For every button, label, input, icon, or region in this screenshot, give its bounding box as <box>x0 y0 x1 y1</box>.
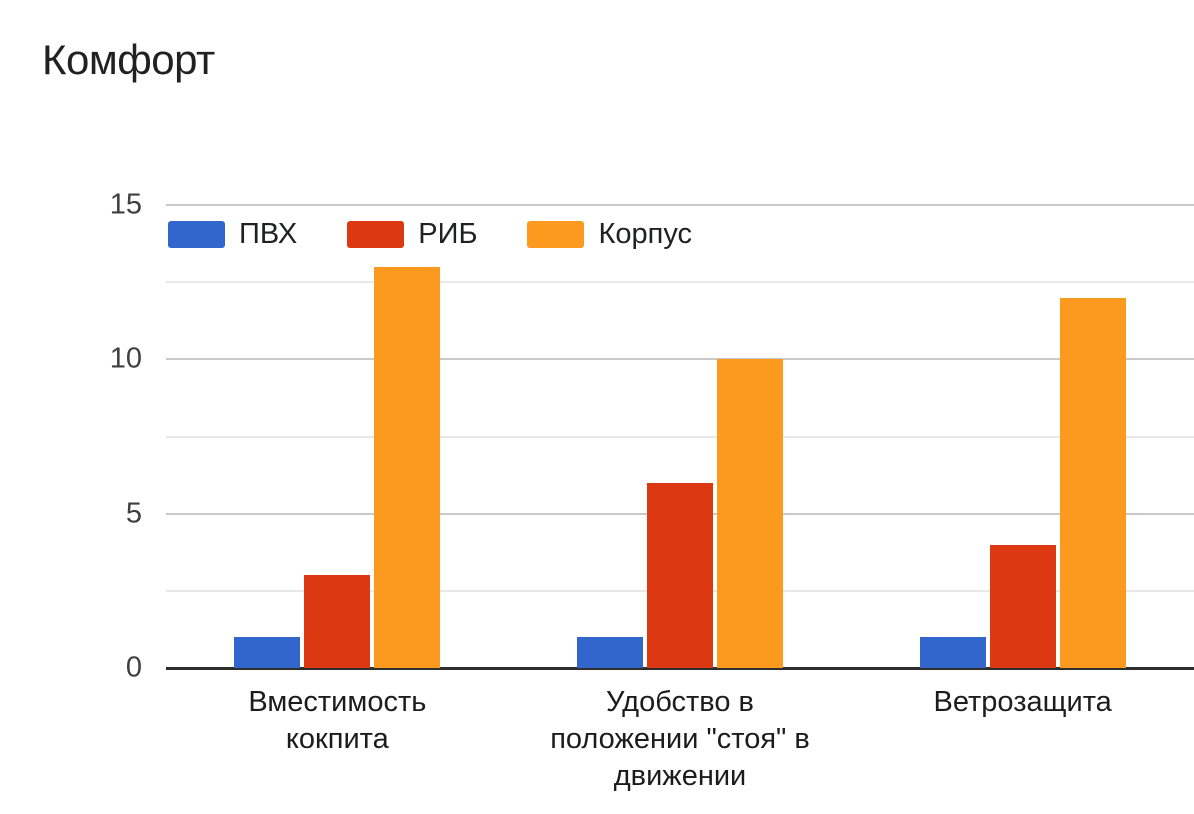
category-label-line: Ветрозащита <box>933 686 1112 718</box>
bar-Корпус[interactable] <box>1059 297 1126 668</box>
bar-group <box>234 266 441 668</box>
bar-РИБ[interactable] <box>304 575 371 668</box>
legend-label: ПВХ <box>239 218 298 250</box>
bar-РИБ[interactable] <box>647 482 713 668</box>
bar-group <box>919 297 1126 668</box>
legend-item-Корпус: Корпус <box>527 218 692 251</box>
legend-label: Корпус <box>598 218 693 250</box>
chart-title: Комфорт <box>42 36 215 83</box>
bar-group <box>577 359 783 668</box>
bar-ПВХ[interactable] <box>577 637 643 668</box>
legend: ПВХ РИБ Корпус <box>168 218 692 251</box>
gridline-minor <box>166 281 1194 284</box>
legend-swatch <box>347 221 405 248</box>
plot-area <box>166 204 1194 670</box>
legend-label: РИБ <box>418 218 478 250</box>
gridline-minor <box>166 435 1194 438</box>
category-label-line: кокпита <box>285 723 389 755</box>
x-axis: Вместимость кокпита Удобство в положении "с… <box>166 684 1194 804</box>
y-tick-label: 5 <box>125 497 142 530</box>
y-tick-label: 0 <box>125 651 142 684</box>
bar-ПВХ[interactable] <box>919 637 986 668</box>
legend-swatch <box>527 221 585 248</box>
y-tick-label: 10 <box>109 342 142 375</box>
bar-РИБ[interactable] <box>989 544 1056 668</box>
bar-ПВХ[interactable] <box>234 637 301 668</box>
category-label-line: Вместимость <box>248 686 427 718</box>
y-tick-label: 15 <box>109 188 142 221</box>
category-label-line: Удобство в <box>606 686 754 718</box>
category-label-line: положении "стоя" в <box>550 723 810 755</box>
x-axis-baseline <box>166 667 1194 670</box>
bar-Корпус[interactable] <box>717 359 783 668</box>
category-label-line: движении <box>613 760 747 792</box>
category-label: Ветрозащита <box>934 684 1112 721</box>
legend-item-ПВХ: ПВХ <box>168 218 297 251</box>
category-label: Удобство в положении "стоя" в движении <box>550 684 810 795</box>
legend-swatch <box>168 221 225 248</box>
bar-Корпус[interactable] <box>374 266 441 668</box>
legend-item-РИБ: РИБ <box>347 218 477 251</box>
y-axis: 0 5 10 15 <box>0 189 142 684</box>
gridline-major <box>166 358 1194 361</box>
gridline-major <box>166 204 1194 206</box>
category-label: Вместимость кокпита <box>248 684 426 758</box>
